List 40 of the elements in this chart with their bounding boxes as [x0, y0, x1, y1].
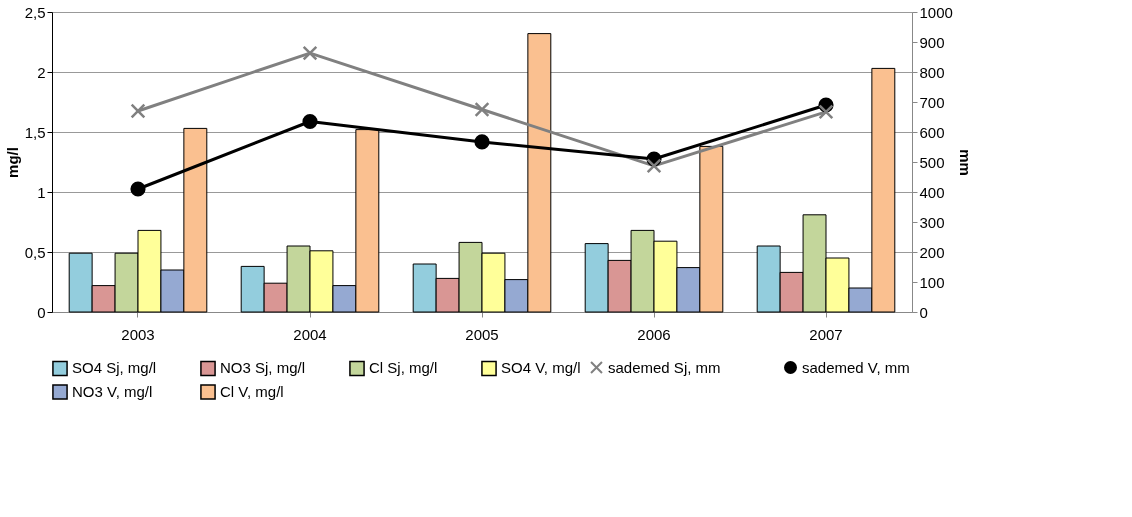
y2-tick-label: 800: [919, 63, 945, 81]
x-tick-label: 2007: [809, 325, 843, 343]
x-tick-label: 2003: [121, 325, 155, 343]
x-tick-label: 2005: [465, 325, 499, 343]
y2-tick-label: 900: [919, 33, 945, 51]
y2-tick-label: 500: [919, 153, 945, 171]
y2-tick-label: 700: [919, 93, 945, 111]
point: [474, 134, 490, 150]
legend-label: sademed Sj, mm: [608, 358, 721, 376]
y-tick-label: 0,5: [24, 243, 46, 261]
y2-tick-label: 400: [919, 183, 945, 201]
y-tick-label: 1,5: [24, 123, 46, 141]
y-tick-label: 1: [37, 183, 46, 201]
point: [130, 103, 146, 119]
point: [474, 101, 490, 118]
y2-tick-label: 200: [919, 243, 945, 261]
legend-label: SO4 Sj, mg/l: [72, 359, 157, 377]
point: [646, 158, 662, 174]
y2-tick-label: 0: [919, 303, 928, 321]
y2-tick-label: 100: [919, 273, 945, 291]
y2-tick-label: 300: [919, 213, 945, 231]
y-tick-label: 0: [37, 303, 46, 321]
point: [302, 113, 318, 130]
y2-tick-label: 600: [919, 123, 945, 141]
y2-axis-title: mm: [956, 149, 974, 176]
point: [302, 45, 318, 61]
y-tick-label: 2,5: [24, 3, 46, 21]
x-tick-label: 2004: [293, 325, 327, 343]
legend-label: Cl V, mg/l: [220, 383, 284, 400]
y-axis-title: mg/l: [3, 147, 21, 178]
legend-label: SO4 V, mg/l: [501, 359, 581, 377]
legend-label: Cl Sj, mg/l: [369, 359, 438, 377]
point: [130, 181, 146, 197]
legend-label: sademed V, mm: [802, 358, 910, 376]
y2-tick-label: 1000: [919, 3, 953, 21]
y-tick-label: 2: [37, 63, 46, 81]
legend-label: NO3 V, mg/l: [72, 383, 153, 400]
legend-label: NO3 Sj, mg/l: [220, 359, 306, 377]
x-tick-label: 2006: [637, 325, 671, 343]
point: [818, 104, 834, 120]
